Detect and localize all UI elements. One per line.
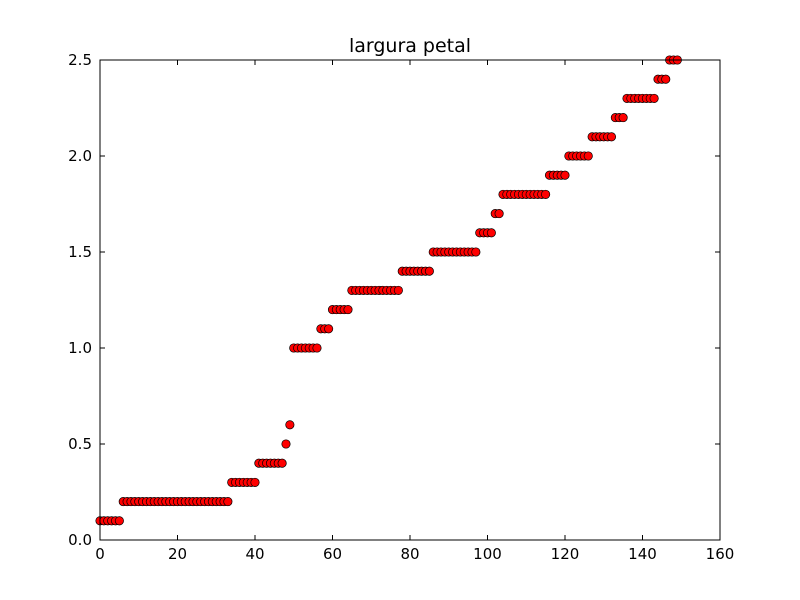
x-tick-label: 160 <box>706 545 735 563</box>
data-point <box>281 439 291 449</box>
y-tick-label: 0.0 <box>68 531 92 549</box>
x-tick-label: 100 <box>473 545 502 563</box>
data-point <box>250 477 260 487</box>
chart-title: largura petal <box>349 35 471 57</box>
data-point <box>661 74 671 84</box>
y-tick-label: 2.0 <box>68 147 92 165</box>
data-point <box>560 170 570 180</box>
y-tick-label: 1.5 <box>68 243 92 261</box>
x-axis: 0 20 40 60 80 100 120 140 160 <box>95 60 734 563</box>
data-point <box>649 93 659 103</box>
x-tick-label: 120 <box>551 545 580 563</box>
data-point <box>312 343 322 353</box>
data-point <box>494 209 504 219</box>
data-point <box>424 266 434 276</box>
data-point <box>114 516 124 526</box>
data-point <box>486 228 496 238</box>
y-tick-label: 0.5 <box>68 435 92 453</box>
x-tick-label: 140 <box>628 545 657 563</box>
data-point <box>277 458 287 468</box>
x-tick-label: 0 <box>95 545 105 563</box>
data-point <box>285 420 295 430</box>
y-tick-label: 2.5 <box>68 51 92 69</box>
data-point <box>324 324 334 334</box>
y-tick-label: 1.0 <box>68 339 92 357</box>
x-tick-label: 20 <box>168 545 187 563</box>
data-point <box>343 305 353 315</box>
data-point <box>583 151 593 161</box>
data-point <box>223 497 233 507</box>
x-tick-label: 80 <box>400 545 419 563</box>
data-point <box>618 113 628 123</box>
data-point <box>393 285 403 295</box>
y-axis: 0.0 0.5 1.0 1.5 2.0 2.5 <box>68 51 720 549</box>
x-tick-label: 40 <box>245 545 264 563</box>
x-tick-label: 60 <box>323 545 342 563</box>
data-points <box>95 55 682 526</box>
data-point <box>541 189 551 199</box>
data-point <box>471 247 481 257</box>
data-point <box>606 132 617 142</box>
